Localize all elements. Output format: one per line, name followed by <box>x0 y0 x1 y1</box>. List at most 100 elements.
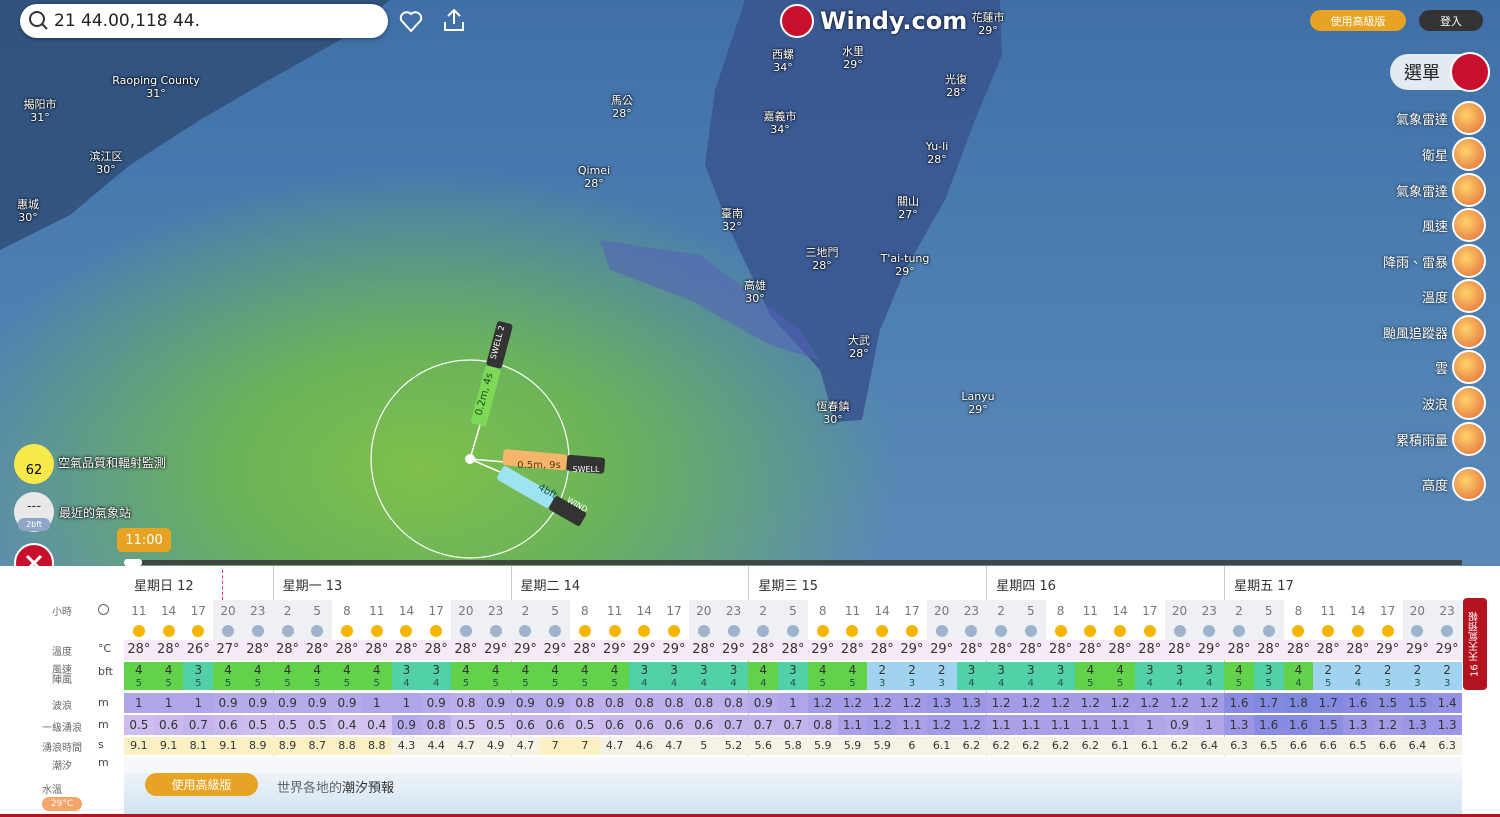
place-name: Qimei <box>577 164 611 177</box>
wind-speed: 4 <box>135 663 143 677</box>
place-name: 大武 <box>848 334 870 347</box>
cell <box>451 622 481 640</box>
swell-period: 5.6 <box>754 739 773 752</box>
tides-link[interactable]: 潮汐預報 <box>342 781 395 796</box>
wave-height: 1.5 <box>1378 696 1398 710</box>
row-label: 風速 <box>52 665 72 676</box>
swell-period: 4.7 <box>665 739 683 752</box>
layer-button[interactable]: 雲 <box>1435 350 1486 384</box>
cell: 6.2 <box>1075 737 1106 755</box>
cell: 1.3 <box>1432 715 1462 735</box>
cell: 28° <box>361 640 392 660</box>
cell: 28° <box>451 640 481 660</box>
layer-button[interactable]: 衛星 <box>1422 137 1486 171</box>
cell: 0.6 <box>688 715 719 735</box>
side-tab[interactable]: 16 天天氣預報 <box>1463 598 1487 690</box>
cell: 11 <box>1075 600 1106 622</box>
swell-height: 0.6 <box>634 718 654 732</box>
cell <box>391 757 422 773</box>
cell: 0.6 <box>213 715 243 735</box>
timeline-handle[interactable] <box>124 559 142 566</box>
layer-icon <box>1452 467 1486 501</box>
cell: 5.9 <box>867 737 898 755</box>
footer-premium[interactable]: 使用高級版 <box>145 773 258 796</box>
hour: 23 <box>1439 604 1455 618</box>
weather-icon <box>1084 625 1097 637</box>
cell <box>778 622 808 640</box>
menu-icon <box>1450 52 1490 92</box>
hour: 17 <box>1142 604 1158 618</box>
weather-icon <box>132 625 145 637</box>
gust: 5 <box>314 678 321 689</box>
cell <box>629 757 660 773</box>
layer-button[interactable]: 累積雨量 <box>1396 422 1486 456</box>
cell: 28° <box>986 640 1016 660</box>
cell: 0.6 <box>629 715 660 735</box>
layer-button[interactable]: 降雨、雷暴 <box>1383 244 1486 278</box>
cell: 23 <box>956 600 987 622</box>
search-box[interactable]: 21 44.00,118 44. <box>20 4 388 38</box>
layer-button[interactable]: 波浪 <box>1422 386 1486 420</box>
cell: 17 <box>1372 600 1403 622</box>
timeline-bar[interactable] <box>124 560 1462 565</box>
cell: 23 <box>1194 600 1225 622</box>
layer-button[interactable]: 氣象雷達 <box>1396 101 1486 135</box>
logo[interactable]: Windy.com <box>780 4 967 38</box>
hour: 11 <box>1082 604 1098 618</box>
map-label: 三地門 28° <box>806 246 839 272</box>
swell-period: 4.6 <box>635 739 654 752</box>
cell: 1.1 <box>1105 715 1135 735</box>
premium-button[interactable]: 使用高級版 <box>1310 10 1406 31</box>
map[interactable]: 0.2m, 4s SWELL 2 0.5m, 9s SWELL 4bft WIN… <box>0 0 1500 566</box>
place-temp: 29° <box>978 24 998 37</box>
favorite-button[interactable] <box>397 7 425 35</box>
wave-height: 0.9 <box>545 696 565 710</box>
wind-speed: 2 <box>1354 663 1362 677</box>
map-label: 惠城 30° <box>17 198 39 224</box>
weather-icon <box>905 625 918 637</box>
cell: 29° <box>718 640 749 660</box>
cell <box>1075 757 1106 773</box>
place-temp: 30° <box>823 413 843 426</box>
cell: 4.7 <box>451 737 481 755</box>
cell: 14 <box>1343 600 1373 622</box>
wind-speed: 2 <box>1324 663 1332 677</box>
layer-button[interactable]: 氣象雷達 <box>1396 173 1486 207</box>
cell: 29° <box>540 640 570 660</box>
aqi-button[interactable]: 62 <box>14 444 54 484</box>
layer-button[interactable]: 高度 <box>1422 467 1486 501</box>
day-separator <box>510 566 512 756</box>
gust: 5 <box>224 678 232 689</box>
layer-button[interactable]: 溫度 <box>1422 279 1486 313</box>
clock-icon <box>98 604 109 615</box>
station-button[interactable]: --- 2bft <box>14 492 54 532</box>
layer-button[interactable]: 風速 <box>1422 208 1486 242</box>
cell: 8.9 <box>272 737 303 755</box>
share-button[interactable] <box>440 6 468 34</box>
cell: 1 <box>391 693 422 713</box>
wind-speed: 3 <box>670 663 678 677</box>
gust: 5 <box>343 678 351 689</box>
cell <box>1194 757 1225 773</box>
menu-button[interactable]: 選單 <box>1390 52 1490 92</box>
place-temp: 30° <box>745 292 765 305</box>
cell: 28° <box>1105 640 1135 660</box>
temperature: 28° <box>1286 642 1310 657</box>
cell <box>1045 757 1076 773</box>
day-label: 星期四 16 <box>996 579 1056 594</box>
timeline-time[interactable]: 11:00 <box>117 528 171 552</box>
layer-button[interactable]: 颱風追蹤器 <box>1383 315 1486 349</box>
hour: 11 <box>606 604 623 618</box>
login-button[interactable]: 登入 <box>1419 10 1483 31</box>
wave-height: 1.2 <box>1021 696 1041 710</box>
wave-height: 0.8 <box>694 696 714 710</box>
cell: 20 <box>688 600 719 622</box>
close-button[interactable] <box>14 543 54 566</box>
swell-height: 1.1 <box>1051 718 1071 732</box>
